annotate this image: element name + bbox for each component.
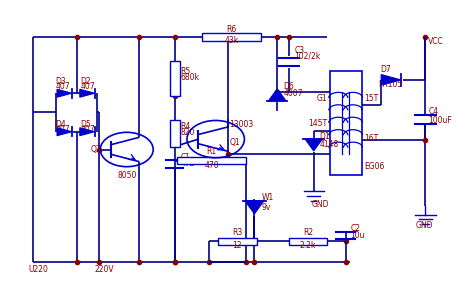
Text: 407: 407 [56, 82, 70, 91]
Text: FR105: FR105 [378, 80, 402, 89]
Text: C2: C2 [349, 224, 359, 233]
Text: D2: D2 [80, 77, 91, 86]
Text: 4007: 4007 [283, 89, 302, 98]
Text: D4: D4 [56, 120, 66, 129]
Bar [329, 71, 361, 175]
Bar [177, 157, 246, 164]
Text: 15T: 15T [363, 94, 377, 103]
Text: 13003: 13003 [229, 120, 253, 129]
Text: D7: D7 [380, 65, 391, 74]
Text: R1: R1 [206, 147, 216, 156]
Text: 470: 470 [204, 161, 218, 170]
Text: 680k: 680k [180, 73, 199, 82]
Text: R2: R2 [302, 228, 313, 237]
Text: 16T: 16T [363, 134, 377, 143]
Text: 4148: 4148 [319, 140, 338, 149]
Text: 820: 820 [180, 128, 195, 137]
Text: 407: 407 [80, 82, 95, 91]
Polygon shape [304, 139, 322, 151]
Text: 2.2k: 2.2k [299, 241, 315, 251]
Text: C1: C1 [180, 153, 190, 162]
Polygon shape [381, 74, 400, 85]
Text: W1: W1 [261, 193, 273, 202]
Bar [169, 120, 179, 147]
Text: R4: R4 [180, 122, 190, 131]
Text: D3: D3 [56, 77, 66, 86]
Bar [288, 238, 327, 245]
Text: 407: 407 [80, 125, 95, 134]
Text: D5: D5 [80, 120, 91, 129]
Text: Q2: Q2 [90, 145, 101, 155]
Text: GND: GND [311, 200, 328, 209]
Polygon shape [57, 89, 72, 97]
Text: 12: 12 [232, 241, 241, 251]
Text: 407: 407 [56, 125, 70, 134]
Text: 8050: 8050 [118, 171, 137, 180]
Text: 145T: 145T [308, 119, 327, 128]
Text: R6: R6 [226, 25, 236, 33]
Text: Q1: Q1 [229, 138, 240, 147]
Text: 10u: 10u [349, 231, 364, 240]
Polygon shape [79, 128, 95, 136]
Text: 472: 472 [180, 159, 195, 168]
Text: 220V: 220V [95, 266, 114, 274]
Text: D6: D6 [283, 82, 293, 91]
Polygon shape [57, 128, 72, 136]
Bar [202, 33, 261, 41]
Text: GND: GND [414, 221, 432, 230]
Text: VCC: VCC [427, 37, 442, 46]
Text: U220: U220 [28, 266, 49, 274]
Text: C3: C3 [294, 46, 304, 55]
Bar [218, 238, 256, 245]
Polygon shape [244, 201, 263, 214]
Bar [169, 61, 179, 96]
Text: D1: D1 [319, 132, 330, 141]
Polygon shape [79, 89, 95, 97]
Text: 9v: 9v [261, 203, 270, 212]
Polygon shape [268, 89, 285, 101]
Text: R3: R3 [232, 228, 242, 237]
Text: G1: G1 [316, 94, 327, 103]
Text: 102/2k: 102/2k [294, 51, 320, 60]
Text: 43k: 43k [224, 36, 238, 45]
Text: 100uF: 100uF [428, 116, 451, 125]
Text: C4: C4 [428, 107, 438, 116]
Text: EG06: EG06 [363, 162, 383, 171]
Text: R5: R5 [180, 67, 190, 76]
